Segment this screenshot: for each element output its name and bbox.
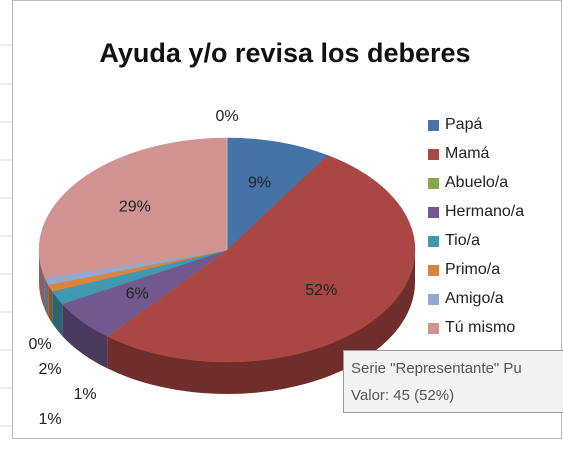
legend: Papá Mamá Abuelo/a Hermano/a Tio/a Primo/a Ami… (428, 116, 524, 336)
legend-swatch (428, 236, 439, 247)
legend-label: Primo/a (445, 261, 500, 278)
data-label: 52% (305, 282, 337, 299)
legend-swatch (428, 120, 439, 131)
legend-label: Abuelo/a (445, 174, 508, 191)
slice-side (48, 284, 53, 324)
legend-label: Tio/a (445, 232, 480, 249)
tooltip-line: Valor: 45 (52%) (351, 387, 454, 404)
legend-label: Tú mismo (445, 319, 515, 336)
legend-swatch (428, 265, 439, 276)
legend-swatch (428, 207, 439, 218)
data-label: 0% (215, 108, 238, 125)
slice-side (62, 303, 108, 369)
data-label: 1% (38, 411, 61, 428)
sheet-grid (0, 44, 12, 427)
slice (226, 137, 329, 251)
data-label: 9% (248, 175, 271, 192)
legend-swatch (428, 149, 439, 160)
slice-side (52, 291, 63, 336)
slice-side (44, 277, 49, 317)
data-label: 29% (119, 199, 151, 216)
tooltip-line: Serie "Representante" Pu (351, 360, 522, 377)
tooltip: Serie "Representante" Pu Valor: 45 (52%) (343, 350, 563, 413)
legend-label: Mamá (445, 145, 490, 162)
data-label: 1% (73, 386, 96, 403)
tooltip-box (343, 350, 563, 413)
data-label: 2% (38, 361, 61, 378)
slice (38, 137, 228, 279)
data-label: 0% (28, 336, 51, 353)
legend-swatch (428, 178, 439, 189)
legend-swatch (428, 294, 439, 305)
slice-side (107, 250, 415, 394)
chart-title: Ayuda y/o revisa los deberes (99, 38, 470, 68)
legend-label: Amigo/a (445, 290, 504, 307)
legend-label: Papá (445, 116, 482, 133)
data-label: 6% (126, 285, 149, 302)
legend-label: Hermano/a (445, 203, 524, 220)
slice (106, 155, 416, 363)
pie: 9% 52% 0% 6% 2% 1% 1% 29% 0% (28, 108, 416, 428)
legend-swatch (428, 323, 439, 334)
